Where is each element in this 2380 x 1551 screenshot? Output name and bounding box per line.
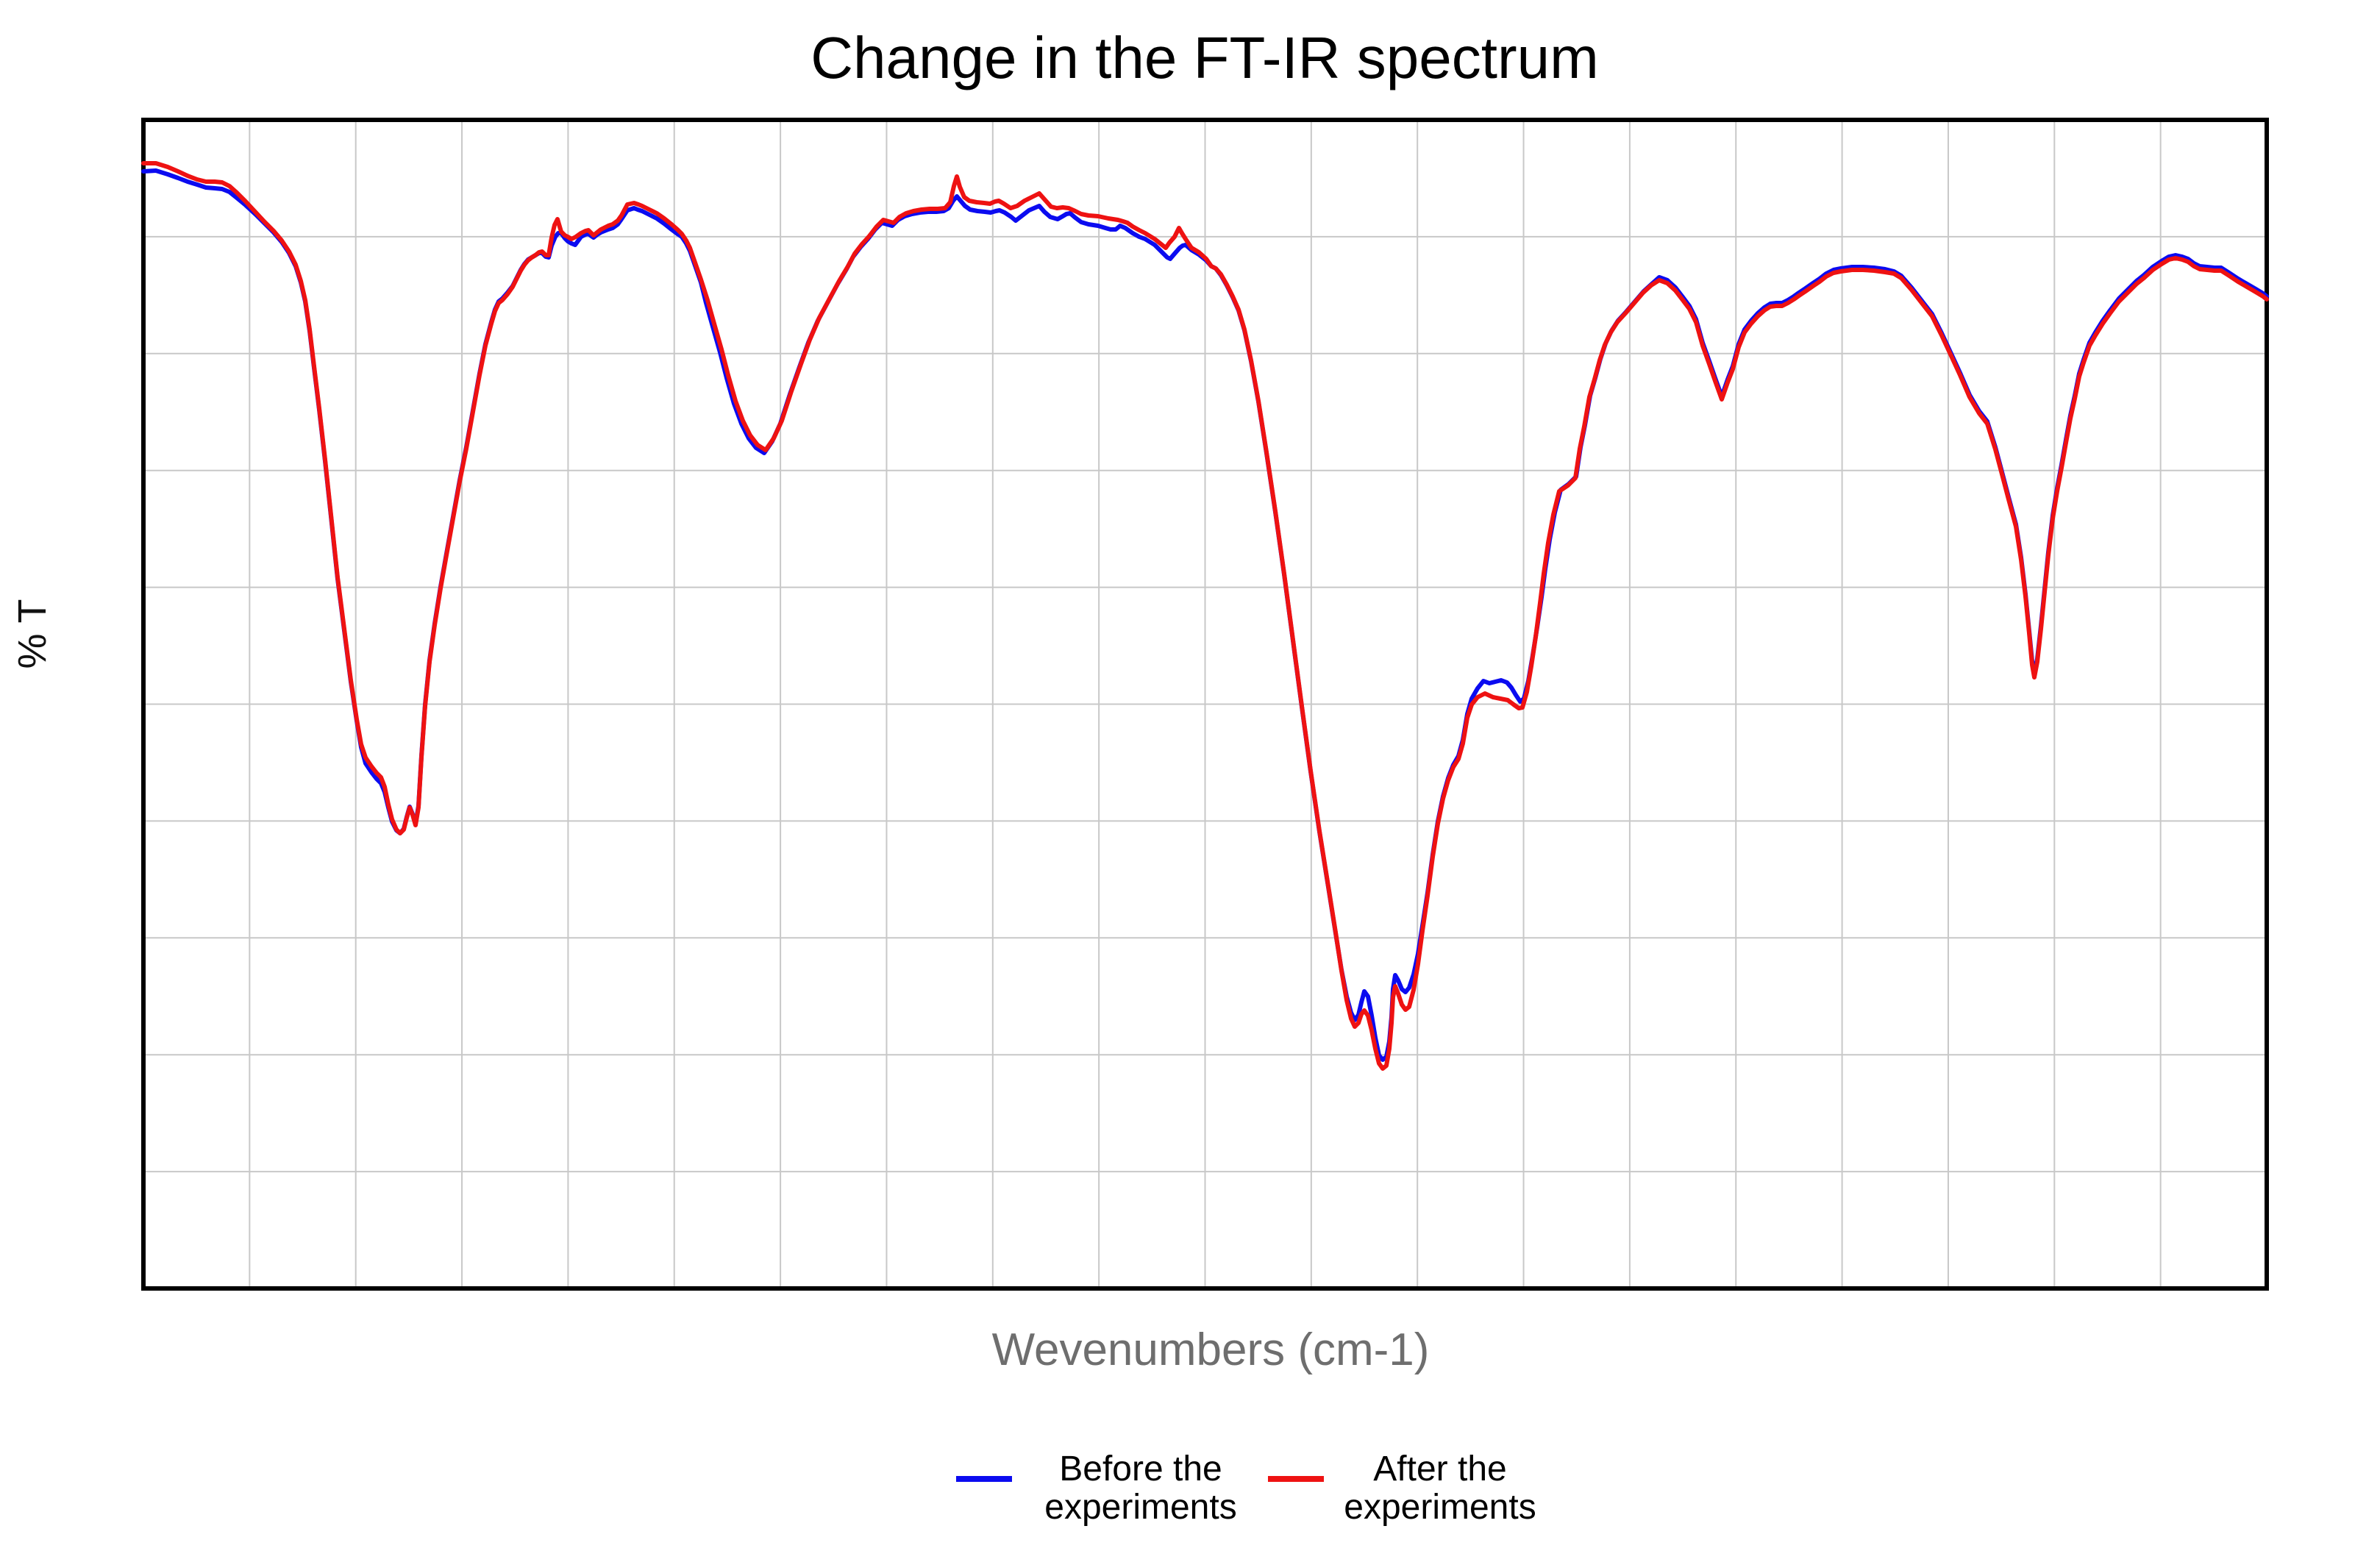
y-axis-label: % T — [10, 599, 54, 668]
chart-title: Change in the FT-IR spectrum — [810, 25, 1599, 90]
spectrum-curves — [141, 161, 2269, 1071]
legend-label-before-line2: experiments — [1044, 1488, 1236, 1527]
grid-lines — [143, 120, 2267, 1288]
x-axis-label: Wevenumbers (cm-1) — [992, 1324, 1430, 1375]
spectrum-curve-after — [141, 161, 2269, 1071]
legend-label-after-line2: experiments — [1344, 1488, 1536, 1527]
legend-label-before-line1: Before the — [1059, 1450, 1222, 1488]
plot-border — [141, 118, 2269, 1291]
legend-label-after-line1: After the — [1373, 1450, 1506, 1488]
